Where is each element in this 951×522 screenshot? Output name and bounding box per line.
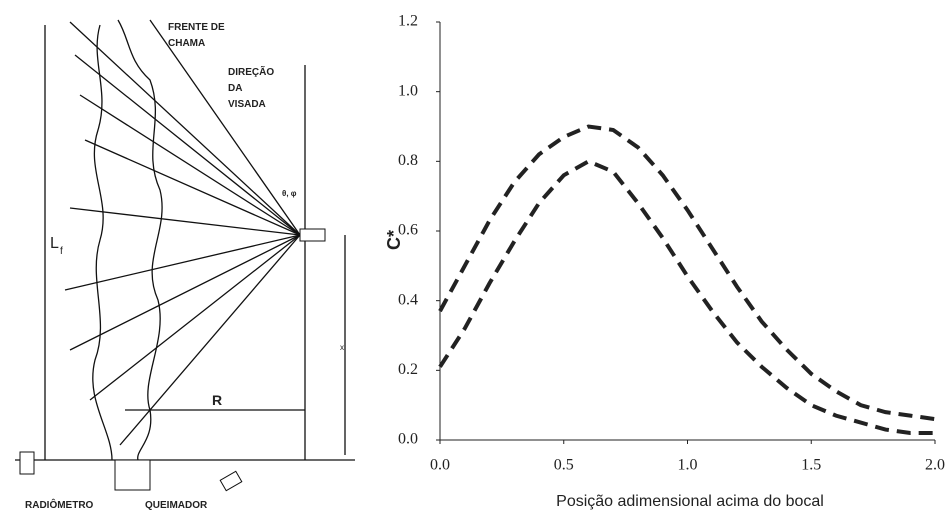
label: L xyxy=(50,235,59,252)
label: DIREÇÃO xyxy=(228,65,274,78)
label: f xyxy=(60,246,63,257)
x-tick-label: 0.0 xyxy=(430,457,450,474)
x-tick-label: 2.0 xyxy=(925,457,945,474)
label: RADIÔMETRO xyxy=(25,498,94,511)
label: VISADA xyxy=(228,99,266,110)
burner xyxy=(115,460,150,490)
y-tick-label: 1.0 xyxy=(398,82,418,99)
x-tick-label: 1.0 xyxy=(678,457,698,474)
page: FRENTE DE CHAMA DIREÇÃO DA VISADA θ, φ L… xyxy=(0,0,951,522)
radiometer xyxy=(300,229,325,241)
y-tick-label: 0.4 xyxy=(398,291,418,308)
diagram: FRENTE DE CHAMA DIREÇÃO DA VISADA θ, φ L… xyxy=(15,20,355,511)
y-tick-label: 0.0 xyxy=(398,431,418,448)
y-tick-label: 1.2 xyxy=(398,13,418,30)
x-tick-label: 0.5 xyxy=(554,457,574,474)
label: DA xyxy=(228,83,242,94)
label: QUEIMADOR xyxy=(145,500,208,511)
x-axis-label: Posição adimensional acima do bocal xyxy=(556,493,824,510)
radiometer-mobile xyxy=(220,471,242,490)
label: x xyxy=(340,343,344,352)
label: FRENTE DE xyxy=(168,22,225,33)
radiometer-box xyxy=(20,452,34,474)
x-tick-label: 1.5 xyxy=(801,457,821,474)
label: R xyxy=(212,392,222,408)
y-tick-label: 0.2 xyxy=(398,361,418,378)
y-tick-label: 0.6 xyxy=(398,222,418,239)
chart: Posição adimensional acima do bocal C* 0… xyxy=(384,13,945,511)
y-tick-label: 0.8 xyxy=(398,152,418,169)
label: CHAMA xyxy=(168,38,205,49)
label: θ, φ xyxy=(282,189,297,198)
series-line xyxy=(440,161,935,433)
